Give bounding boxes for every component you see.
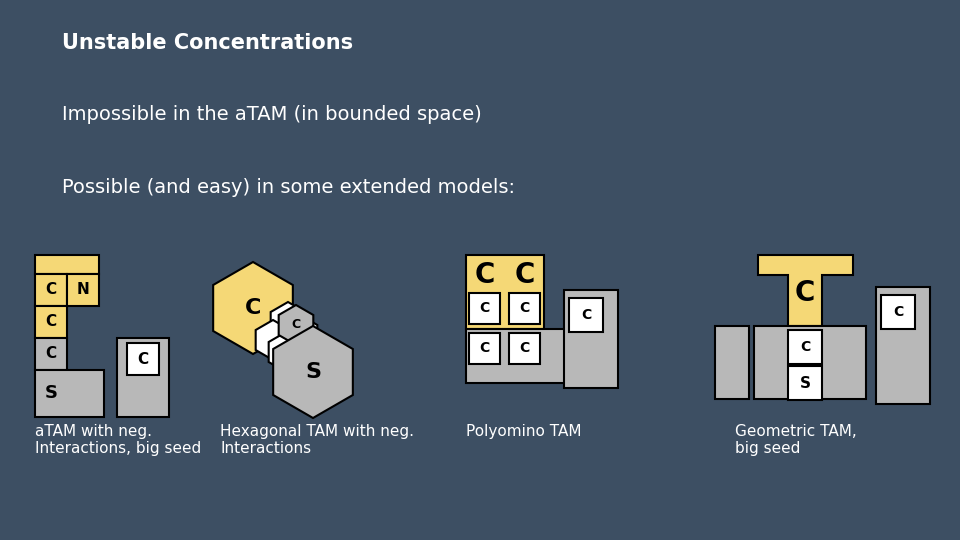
- Polygon shape: [278, 305, 313, 345]
- Text: C: C: [45, 347, 57, 361]
- Bar: [35, 306, 67, 338]
- Text: Polyomino TAM: Polyomino TAM: [466, 424, 582, 439]
- Bar: [35, 338, 67, 370]
- Text: Impossible in the aTAM (in bounded space): Impossible in the aTAM (in bounded space…: [62, 105, 482, 124]
- Text: Hexagonal TAM with neg.
Interactions: Hexagonal TAM with neg. Interactions: [220, 424, 414, 456]
- Text: C: C: [893, 305, 903, 319]
- Bar: [466, 329, 604, 383]
- Bar: [117, 338, 169, 417]
- Text: C: C: [581, 308, 591, 322]
- Text: C: C: [245, 298, 261, 318]
- Bar: [469, 293, 500, 324]
- Bar: [788, 366, 822, 400]
- Polygon shape: [274, 326, 353, 418]
- Bar: [788, 330, 822, 364]
- Polygon shape: [269, 332, 303, 372]
- Polygon shape: [282, 315, 318, 355]
- Text: C: C: [45, 314, 57, 329]
- Polygon shape: [758, 255, 853, 326]
- Polygon shape: [271, 302, 305, 342]
- Text: Possible (and easy) in some extended models:: Possible (and easy) in some extended mod…: [62, 178, 515, 197]
- Text: C: C: [519, 301, 530, 315]
- Bar: [67, 274, 99, 306]
- Bar: [876, 287, 930, 404]
- Bar: [754, 326, 866, 399]
- Bar: [715, 326, 749, 399]
- Polygon shape: [213, 262, 293, 354]
- Text: C: C: [292, 319, 300, 332]
- Text: S: S: [305, 362, 321, 382]
- Text: C: C: [137, 352, 149, 367]
- Text: C: C: [515, 261, 535, 289]
- Bar: [881, 295, 915, 329]
- Text: C: C: [800, 340, 810, 354]
- Text: Geometric TAM,
big seed: Geometric TAM, big seed: [735, 424, 856, 456]
- Bar: [35, 370, 104, 417]
- Bar: [35, 255, 99, 274]
- Text: N: N: [77, 282, 89, 298]
- Text: C: C: [519, 341, 530, 355]
- Text: S: S: [800, 375, 810, 390]
- Text: aTAM with neg.
Interactions, big seed: aTAM with neg. Interactions, big seed: [35, 424, 202, 456]
- Text: C: C: [479, 341, 490, 355]
- Text: C: C: [45, 282, 57, 298]
- Bar: [509, 293, 540, 324]
- Polygon shape: [255, 320, 290, 360]
- Text: Unstable Concentrations: Unstable Concentrations: [62, 33, 353, 53]
- Bar: [35, 274, 67, 306]
- Text: S: S: [44, 384, 58, 402]
- Text: C: C: [475, 261, 495, 289]
- Bar: [466, 255, 544, 329]
- Bar: [469, 333, 500, 364]
- Text: C: C: [795, 279, 815, 307]
- Bar: [569, 298, 603, 332]
- Text: C: C: [479, 301, 490, 315]
- Bar: [127, 343, 159, 375]
- Bar: [509, 333, 540, 364]
- Bar: [564, 290, 618, 388]
